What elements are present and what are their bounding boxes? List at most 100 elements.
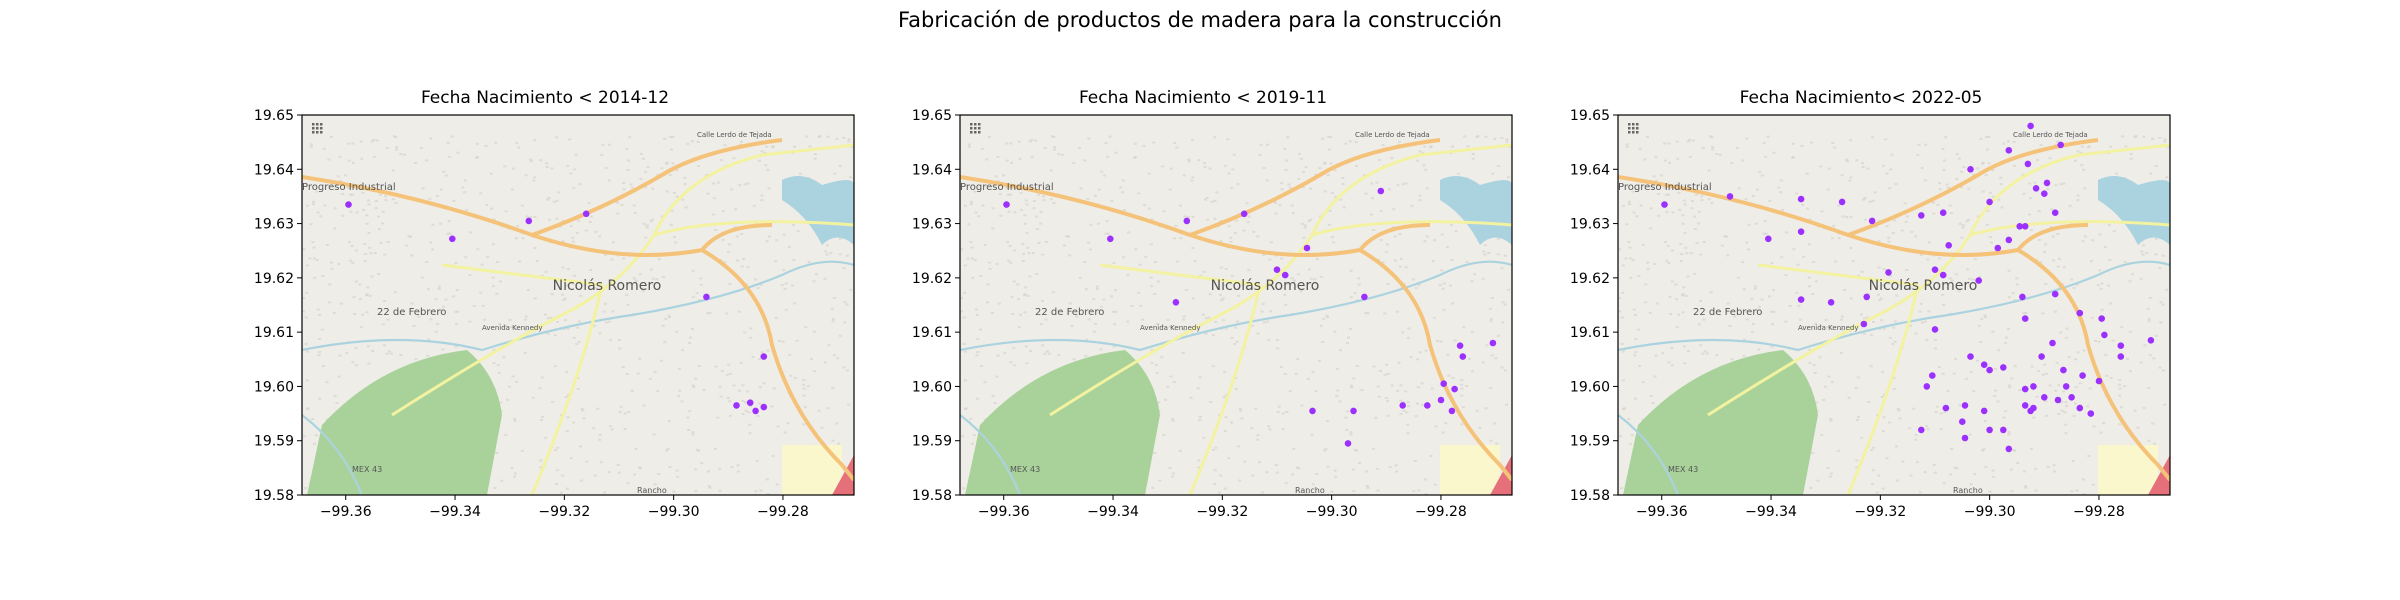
data-point (1967, 166, 1974, 173)
y-axis: 19.65 19.64 19.63 19.62 19.61 19.60 19.59 19.58 (912, 108, 960, 504)
river-line (302, 414, 364, 495)
data-point (2117, 342, 2125, 349)
data-point (2079, 372, 2086, 379)
x-tick-label: −99.30 (1964, 504, 2016, 520)
highway-label: MEX 43 (1010, 465, 1040, 474)
place-label: Rancho (1295, 486, 1325, 495)
layers-icon (1628, 123, 1639, 134)
data-point (1456, 342, 1464, 349)
data-point (2027, 122, 2034, 130)
y-tick-label: 19.64 (912, 162, 952, 178)
data-point (2032, 185, 2040, 192)
data-point (1440, 380, 1447, 388)
secondary-road (530, 284, 604, 495)
data-point (2005, 236, 2013, 244)
x-tick-label: −99.30 (648, 504, 700, 520)
axes-frame (301, 114, 855, 496)
major-road (1847, 138, 2099, 237)
map-svg: Nicolás Romero Progreso Industrial 22 de F… (912, 108, 1513, 520)
y-tick-label: 19.63 (912, 217, 952, 233)
park-area (307, 350, 502, 495)
y-tick-label: 19.62 (912, 271, 952, 287)
axes-frame (1617, 114, 2171, 496)
street-label: Avenida Kennedy (482, 324, 542, 332)
data-point (1797, 296, 1805, 303)
y-tick-label: 19.59 (912, 434, 952, 450)
y-tick-label: 19.65 (912, 108, 952, 124)
data-point (1281, 271, 1289, 279)
data-point (1424, 402, 1431, 409)
data-point (2016, 223, 2023, 230)
major-road (1358, 223, 1431, 252)
panel-title: Fecha Nacimiento < 2019-11 (1078, 88, 1328, 108)
data-point (1303, 244, 1311, 252)
zone-red (832, 455, 854, 495)
x-tick-label: −99.32 (1854, 504, 1906, 520)
basemap: Nicolás Romero Progreso Industrial 22 de F… (960, 115, 1512, 495)
data-point (1868, 217, 1876, 225)
map-panel-2: Fecha Nacimiento < 2019-11 Nicolás Romer… (908, 88, 1513, 528)
data-point (2087, 410, 2095, 417)
y-tick-label: 19.60 (912, 379, 952, 395)
data-point (1838, 198, 1846, 206)
data-point (2000, 364, 2007, 371)
data-point (1350, 407, 1357, 415)
highway-label: MEX 43 (352, 465, 382, 474)
x-axis: −99.36 −99.34 −99.32 −99.30 −99.28 (978, 495, 1467, 520)
y-tick-label: 19.64 (1570, 162, 1610, 178)
data-point (1361, 293, 1368, 301)
basemap: Nicolás Romero Progreso Industrial 22 de F… (302, 115, 854, 495)
data-points (345, 201, 768, 415)
data-point (1863, 293, 1870, 301)
data-points (1661, 122, 2155, 453)
data-point (1797, 228, 1805, 235)
reservoir (2098, 176, 2170, 245)
data-point (1967, 353, 1974, 360)
x-tick-label: −99.36 (978, 504, 1030, 520)
data-point (2021, 223, 2029, 230)
data-point (1918, 212, 1925, 219)
data-point (1726, 193, 1734, 200)
data-point (1929, 372, 1936, 379)
y-tick-label: 19.62 (254, 271, 294, 287)
major-road (1189, 138, 1441, 237)
layers-icon (970, 123, 981, 134)
data-point (2005, 445, 2013, 453)
data-point (2030, 383, 2037, 390)
district-label: 22 de Febrero (1035, 307, 1104, 318)
layers-icon (312, 123, 323, 134)
zone-patch (1440, 445, 1500, 495)
town-label: Nicolás Romero (1869, 278, 1978, 294)
map-svg: Nicolás Romero Progreso Industrial 22 de F… (1570, 108, 2171, 520)
data-point (1942, 404, 1950, 412)
data-point (525, 217, 533, 225)
secondary-road (1757, 263, 1919, 287)
data-point (1448, 407, 1456, 415)
data-point (1451, 385, 1458, 393)
data-point (1975, 277, 1982, 284)
data-point (1986, 366, 1993, 374)
street-label: Calle Lerdo de Tejada (2013, 131, 2088, 139)
data-point (1959, 418, 1966, 426)
data-point (2041, 190, 2048, 197)
data-point (1986, 426, 1993, 434)
reservoir (1440, 176, 1512, 245)
data-point (1994, 244, 2002, 252)
data-point (1885, 269, 1892, 276)
axes-frame (959, 114, 1513, 496)
x-tick-label: −99.28 (2073, 504, 2125, 520)
street-label: Avenida Kennedy (1140, 324, 1200, 332)
data-point (2076, 309, 2084, 317)
data-point (1827, 299, 1835, 306)
district-label: Progreso Industrial (1618, 182, 1712, 193)
place-label: Rancho (1953, 486, 1983, 495)
data-point (2098, 315, 2105, 322)
data-point (1273, 266, 1281, 273)
street-label: Calle Lerdo de Tejada (697, 131, 772, 139)
data-point (1918, 426, 1925, 434)
data-point (1986, 198, 1993, 206)
data-point (2095, 377, 2103, 385)
y-tick-label: 19.65 (1570, 108, 1610, 124)
data-point (703, 293, 710, 301)
data-point (345, 201, 352, 208)
